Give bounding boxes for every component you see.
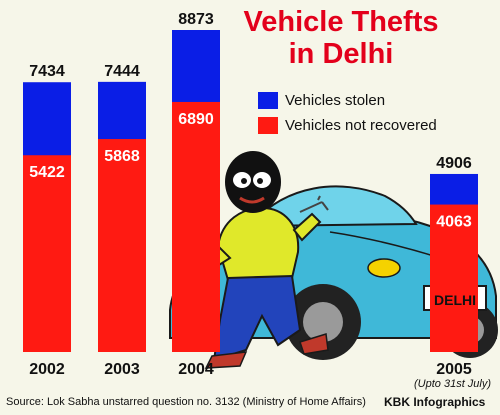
credit: KBK Infographics [384,395,486,409]
category-label-2005: 2005 [436,361,472,378]
legend-swatch-not-recovered [258,117,278,134]
chart-title: Vehicle Thefts in Delhi [226,6,456,70]
value-label-stolen-2002: 7434 [29,63,65,80]
category-label-2002: 2002 [29,361,65,378]
bar-not-recovered-2005 [430,204,478,352]
legend-label-not-recovered: Vehicles not recovered [285,117,437,134]
legend-item-stolen: Vehicles stolen [258,88,437,113]
legend-item-not-recovered: Vehicles not recovered [258,113,437,138]
title-line-1: Vehicle Thefts [243,6,439,38]
bar-not-recovered-2003 [98,139,146,352]
value-label-not-recovered-2004: 6890 [178,111,214,128]
value-label-stolen-2004: 8873 [178,11,214,28]
license-plate-text: DELHI [434,292,476,308]
value-label-not-recovered-2005: 4063 [436,214,472,231]
category-label-2003: 2003 [104,361,140,378]
value-label-stolen-2005: 4906 [436,155,472,172]
footnote: (Upto 31st July) [414,378,492,390]
legend-swatch-stolen [258,92,278,109]
value-label-not-recovered-2002: 5422 [29,164,65,181]
bar-not-recovered-2002 [23,155,71,352]
legend: Vehicles stolen Vehicles not recovered [258,88,437,138]
category-label-2004: 2004 [178,361,214,378]
label-layer: 7434 5422 2002 7444 5868 2003 8873 6890 2004 4906… [29,11,472,378]
value-label-stolen-2003: 7444 [104,63,140,80]
bar-not-recovered-2004 [172,101,220,353]
bar-layer [23,30,478,353]
value-label-not-recovered-2003: 5868 [104,148,140,165]
legend-label-stolen: Vehicles stolen [285,92,386,109]
title-line-2: in Delhi [288,38,394,70]
source-note: Source: Lok Sabha unstarred question no.… [6,396,366,408]
